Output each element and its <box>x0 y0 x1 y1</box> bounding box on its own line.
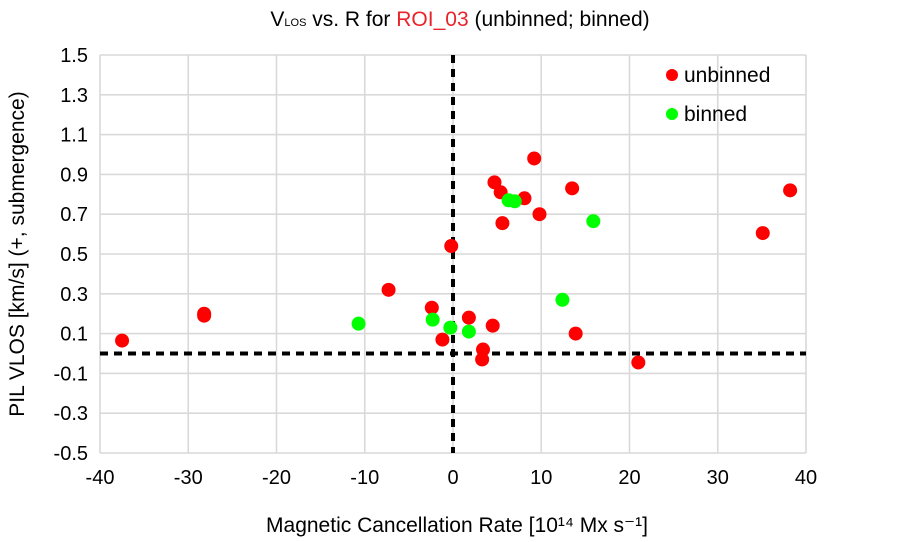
title-v: V <box>270 8 284 31</box>
chart-title: VLOS vs. R for ROI_03 (unbinned; binned) <box>270 8 649 31</box>
legend: unbinned binned <box>666 64 770 126</box>
x-tick-label: 40 <box>795 467 817 489</box>
reference-lines <box>100 55 806 453</box>
data-point-unbinned <box>783 183 798 198</box>
data-point-binned <box>461 324 476 339</box>
legend-label-binned: binned <box>684 103 747 126</box>
data-point-unbinned <box>381 282 396 297</box>
x-axis-title: Magnetic Cancellation Rate [10¹⁴ Mx s⁻¹] <box>266 514 648 537</box>
y-tick-label: 1.3 <box>60 85 88 107</box>
title-tail: (unbinned; binned) <box>469 8 650 31</box>
tick-labels: -40 -30 -20 -10 0 10 20 30 40 -0.5 -0.3 -0.1 0.1 0.3 0… <box>54 45 818 489</box>
data-point-unbinned <box>475 352 490 367</box>
title-middle: vs. R for <box>306 8 396 31</box>
y-tick-label: 0.1 <box>60 324 88 346</box>
data-point-unbinned <box>568 326 583 341</box>
y-tick-label: 0.9 <box>60 164 88 186</box>
x-tick-label: -20 <box>262 467 291 489</box>
data-point-binned <box>425 312 440 327</box>
data-point-binned <box>443 320 458 335</box>
data-point-binned <box>351 316 366 331</box>
data-point-unbinned <box>424 300 439 315</box>
x-tick-label: -40 <box>86 467 115 489</box>
legend-marker-unbinned <box>666 69 678 81</box>
y-tick-label: -0.1 <box>54 363 88 385</box>
y-tick-label: 1.1 <box>60 125 88 147</box>
data-point-unbinned <box>527 151 542 166</box>
data-point-unbinned <box>532 207 547 222</box>
data-point-binned <box>586 214 601 229</box>
data-point-unbinned <box>197 308 212 323</box>
x-tick-label: 30 <box>707 467 729 489</box>
y-tick-label: 0.5 <box>60 244 88 266</box>
x-tick-label: -30 <box>174 467 203 489</box>
data-point-unbinned <box>115 333 130 348</box>
legend-marker-binned <box>666 108 678 120</box>
legend-label-unbinned: unbinned <box>684 64 770 87</box>
data-point-binned <box>555 292 570 307</box>
data-point-unbinned <box>495 216 510 231</box>
y-tick-label: -0.5 <box>54 443 88 465</box>
y-tick-label: 0.3 <box>60 284 88 306</box>
x-tick-label: 20 <box>618 467 640 489</box>
title-roi: ROI_03 <box>396 8 468 31</box>
y-tick-label: -0.3 <box>54 403 88 425</box>
x-tick-label: 0 <box>447 467 458 489</box>
y-tick-label: 1.5 <box>60 45 88 67</box>
data-point-unbinned <box>461 310 476 325</box>
title-v-subscript: LOS <box>284 17 306 29</box>
data-point-unbinned <box>485 318 500 333</box>
y-axis-title: PIL VLOS [km/s] (+, submergence) <box>6 91 29 416</box>
x-tick-label: -10 <box>350 467 379 489</box>
data-point-unbinned <box>755 226 770 241</box>
data-point-unbinned <box>565 181 580 196</box>
x-tick-label: 10 <box>530 467 552 489</box>
data-point-unbinned <box>444 239 459 254</box>
y-tick-label: 0.7 <box>60 204 88 226</box>
data-point-unbinned <box>631 355 646 370</box>
data-point-binned <box>507 194 522 209</box>
data-point-unbinned <box>435 332 450 347</box>
data-points <box>115 151 798 370</box>
